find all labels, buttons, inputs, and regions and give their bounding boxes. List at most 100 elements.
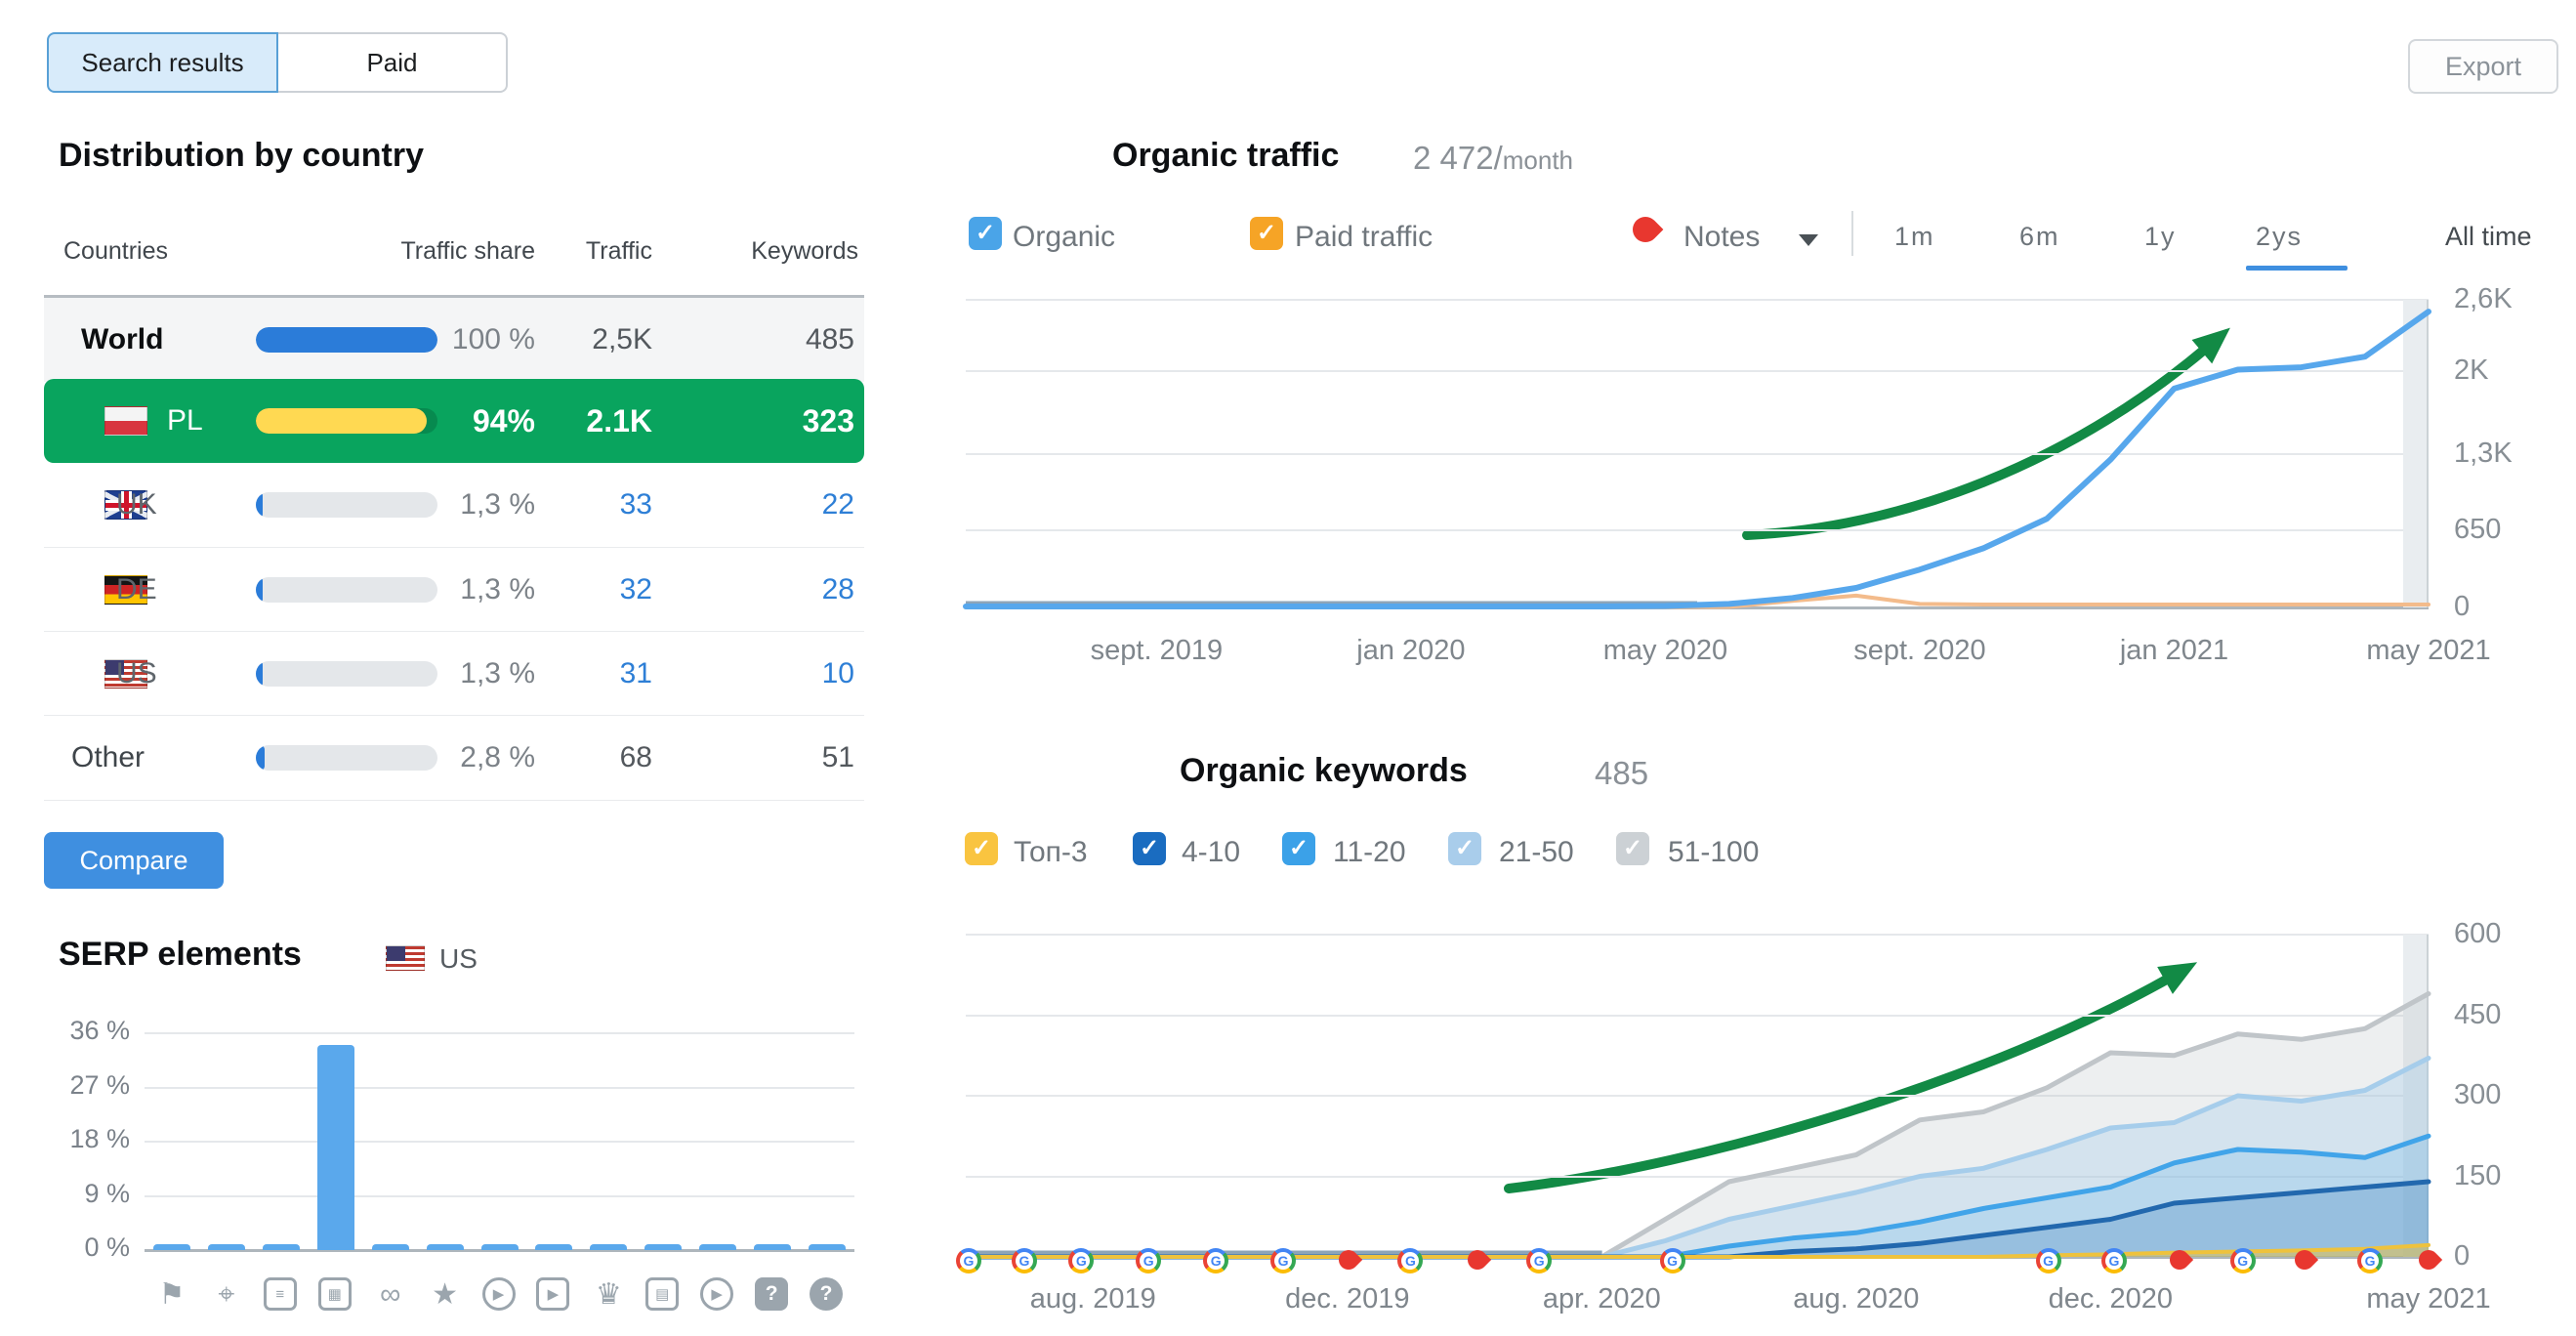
- column-countries: Countries: [63, 237, 168, 265]
- germany-flag-icon: [104, 575, 147, 605]
- keywords-value-link[interactable]: 10: [821, 657, 854, 689]
- organic-keywords-chart-x-axis-label: aug. 2020: [1793, 1283, 1920, 1315]
- range-2ys[interactable]: 2ys: [2256, 222, 2304, 251]
- serp-bar: [754, 1243, 792, 1250]
- organic-keywords-chart-x-axis-label: apr. 2020: [1542, 1283, 1661, 1315]
- serp-bar: [535, 1243, 573, 1250]
- pos-4-10-checkbox[interactable]: [1133, 832, 1166, 865]
- tab-search-results[interactable]: Search results: [47, 32, 278, 93]
- google-update-marker-icon[interactable]: [1011, 1248, 1037, 1273]
- serp-bar: [809, 1243, 847, 1250]
- table-row-poland[interactable]: PL 94% 2.1K 323: [44, 379, 864, 463]
- google-update-marker-icon[interactable]: [1526, 1248, 1553, 1273]
- image-pack-icon[interactable]: ▦: [317, 1277, 352, 1311]
- organic-keywords-chart-y-axis-label: 0: [2454, 1240, 2471, 1272]
- video-carousel-icon[interactable]: ▶: [700, 1277, 734, 1311]
- table-row-germany[interactable]: DE 1,3 % 32 28: [44, 547, 864, 632]
- poland-flag-icon: [104, 406, 147, 436]
- serp-y-axis-label: 27 %: [69, 1069, 130, 1100]
- google-update-marker-icon[interactable]: [955, 1248, 981, 1273]
- serp-bar: [426, 1243, 464, 1250]
- range-6m[interactable]: 6m: [2019, 222, 2060, 251]
- table-row-world[interactable]: World 100 % 2,5K 485: [44, 295, 864, 382]
- traffic-value-link[interactable]: 32: [619, 573, 652, 605]
- google-update-marker-icon[interactable]: [1659, 1248, 1685, 1273]
- table-row-us[interactable]: US 1,3 % 31 10: [44, 631, 864, 716]
- range-1y[interactable]: 1y: [2144, 222, 2177, 251]
- uk-flag-icon: [104, 490, 147, 520]
- serp-country-label: US: [439, 943, 478, 974]
- chevron-down-icon[interactable]: [1799, 234, 1818, 246]
- traffic-value-link[interactable]: 33: [619, 488, 652, 521]
- faq-icon[interactable]: ?: [810, 1277, 844, 1311]
- notes-label[interactable]: Notes: [1683, 221, 1761, 253]
- tab-paid[interactable]: Paid: [278, 32, 508, 93]
- google-update-marker-icon[interactable]: [1270, 1248, 1297, 1273]
- us-flag-icon: [386, 945, 425, 971]
- traffic-share-value: 1,3 %: [460, 657, 535, 689]
- pos-11-20-checkbox[interactable]: [1282, 832, 1315, 865]
- thumbnail-icon[interactable]: ▤: [645, 1277, 680, 1311]
- top3-checkbox[interactable]: [965, 832, 998, 865]
- organic-keywords-chart-gridline: [966, 934, 2429, 936]
- table-row-other[interactable]: Other 2,8 % 68 51: [44, 715, 864, 801]
- range-1m[interactable]: 1m: [1894, 222, 1935, 251]
- organic-legend-label: Organic: [1013, 221, 1116, 253]
- google-update-marker-icon[interactable]: [2357, 1248, 2384, 1273]
- people-also-ask-icon[interactable]: ?: [755, 1277, 789, 1311]
- organic-traffic-chart-y-axis-label: 650: [2454, 514, 2502, 546]
- country-name: DE: [116, 573, 157, 605]
- traffic-value-link[interactable]: 31: [619, 657, 652, 689]
- organic-checkbox[interactable]: [969, 217, 1002, 250]
- table-row-uk[interactable]: UK 1,3 % 33 22: [44, 463, 864, 547]
- sitelinks-crown-icon[interactable]: ♛: [595, 1278, 622, 1311]
- top-stories-icon[interactable]: ≡: [263, 1277, 297, 1311]
- distribution-title: Distribution by country: [59, 137, 424, 174]
- latest-period-highlight: [2403, 300, 2429, 607]
- serp-y-axis-label: 9 %: [84, 1178, 130, 1208]
- link-icon[interactable]: ∞: [379, 1278, 401, 1311]
- range-all-time[interactable]: All time: [2445, 222, 2532, 251]
- featured-video-icon[interactable]: ▶: [536, 1277, 570, 1311]
- pos-51-100-checkbox[interactable]: [1616, 832, 1649, 865]
- column-keywords: Keywords: [751, 237, 858, 265]
- google-update-marker-icon[interactable]: [2100, 1248, 2127, 1273]
- organic-traffic-chart-gridline: [966, 452, 2429, 455]
- google-update-marker-icon[interactable]: [2035, 1248, 2061, 1273]
- featured-snippet-icon[interactable]: ⚑: [158, 1278, 186, 1311]
- google-update-marker-icon[interactable]: [1203, 1248, 1229, 1273]
- local-pack-icon[interactable]: ⌖: [218, 1278, 235, 1311]
- google-update-marker-icon[interactable]: [1397, 1248, 1424, 1273]
- organic-keywords-chart-y-axis-label: 450: [2454, 998, 2502, 1030]
- keywords-value-link[interactable]: 28: [821, 573, 854, 605]
- serp-bar: [699, 1243, 737, 1250]
- google-update-marker-icon[interactable]: [1068, 1248, 1095, 1273]
- google-update-marker-icon[interactable]: [1136, 1248, 1162, 1273]
- organic-keywords-chart-plot[interactable]: [963, 935, 2431, 1260]
- google-update-marker-icon[interactable]: [2229, 1248, 2256, 1273]
- serp-y-axis-label: 36 %: [69, 1016, 130, 1045]
- video-icon[interactable]: ▶: [481, 1277, 516, 1311]
- export-button[interactable]: Export: [2408, 39, 2558, 94]
- compare-button[interactable]: Compare: [44, 832, 224, 889]
- pos-11-20-legend-label: 11-20: [1333, 836, 1406, 868]
- paid-traffic-legend-label: Paid traffic: [1295, 221, 1433, 253]
- serp-bar: [316, 1045, 354, 1250]
- traffic-value: 68: [619, 741, 652, 773]
- reviews-star-icon[interactable]: ★: [432, 1278, 459, 1311]
- serp-elements-title: SERP elements: [59, 936, 302, 973]
- organic-traffic-chart-plot[interactable]: [963, 300, 2431, 609]
- organic-traffic-chart-y-axis-label: 2,6K: [2454, 283, 2513, 314]
- organic-traffic-title: Organic traffic: [1112, 137, 1340, 174]
- pos-21-50-checkbox[interactable]: [1448, 832, 1481, 865]
- pos-4-10-legend-label: 4-10: [1182, 836, 1241, 868]
- latest-period-highlight: [2403, 935, 2429, 1257]
- serp-bar: [207, 1243, 245, 1250]
- serp-bar: [644, 1243, 683, 1250]
- growth-arrow: [1742, 327, 2230, 540]
- growth-arrow: [1504, 962, 2198, 1193]
- keywords-value-link[interactable]: 22: [821, 488, 854, 521]
- serp-y-axis-label: 18 %: [69, 1124, 130, 1153]
- paid-traffic-checkbox[interactable]: [1250, 217, 1283, 250]
- keywords-value: 485: [805, 323, 854, 355]
